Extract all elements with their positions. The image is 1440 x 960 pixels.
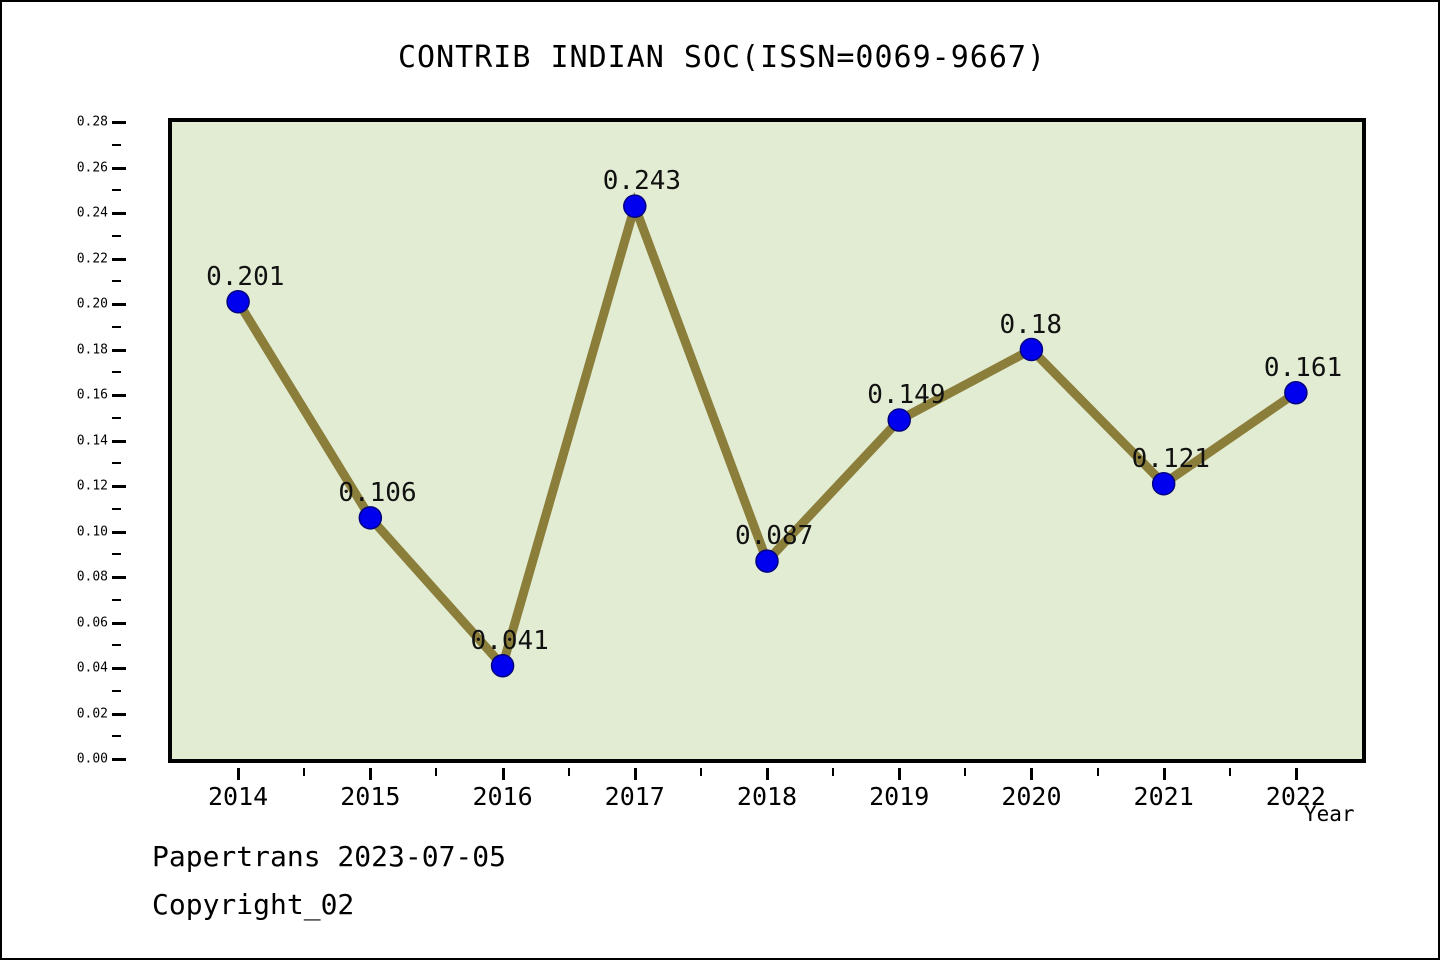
x-tick-major: [766, 768, 769, 780]
y-tick-major: [112, 712, 126, 716]
y-tick-minor: [112, 234, 121, 237]
y-tick-minor: [112, 371, 121, 374]
x-tick-minor: [1096, 768, 1099, 776]
y-tick-minor: [112, 280, 121, 283]
y-tick-minor: [112, 325, 121, 328]
data-point-label: 0.243: [602, 166, 682, 197]
x-tick-major: [369, 768, 373, 780]
x-tick-label: 2014: [208, 782, 269, 811]
y-tick-label: 0.00: [76, 751, 108, 767]
x-tick-minor: [832, 768, 835, 776]
footer-copyright: Copyright_02: [152, 888, 355, 921]
y-tick-label: 0.10: [76, 524, 108, 539]
x-tick-major: [237, 768, 241, 780]
y-tick-major: [112, 121, 126, 124]
x-axis-ticks: 2014 2015 2016 2017 2018 2019 2020 2021 2022: [168, 768, 1366, 811]
y-tick-label: 0.16: [76, 387, 108, 403]
y-tick-major: [112, 485, 126, 488]
x-tick-major: [1030, 768, 1034, 780]
y-tick-minor: [112, 644, 121, 647]
x-tick-major: [633, 768, 637, 780]
x-tick-minor: [303, 768, 306, 776]
data-point-marker[interactable]: [226, 289, 250, 314]
y-tick-major: [112, 257, 126, 261]
x-tick-label: 2021: [1133, 782, 1194, 811]
y-tick-minor: [112, 598, 121, 601]
series-line: [226, 191, 1308, 678]
data-point-label: 0.149: [867, 380, 946, 411]
y-tick-label: 0.02: [76, 706, 108, 721]
x-axis-title: Year: [1304, 802, 1355, 826]
y-tick-label: 0.22: [76, 251, 108, 266]
data-point-label: 0.18: [999, 309, 1063, 340]
y-tick-minor: [112, 189, 121, 192]
y-tick-minor: [112, 689, 121, 692]
y-tick-major: [112, 439, 126, 443]
y-tick-major: [112, 303, 126, 306]
data-point-marker[interactable]: [358, 506, 383, 530]
data-point-label: 0.121: [1131, 443, 1210, 474]
plot-area: 0.201 0.106 0.041 0.243 0.087 0.149 0.18 0.121 0…: [168, 118, 1366, 763]
x-tick-label: 2015: [340, 782, 401, 811]
y-tick-minor: [112, 553, 121, 556]
y-tick-label: 0.26: [76, 160, 108, 175]
y-tick-minor: [112, 735, 121, 738]
data-point-marker[interactable]: [755, 549, 779, 573]
y-tick-major: [112, 621, 126, 625]
y-tick-major: [112, 576, 126, 579]
data-point-label: 0.201: [206, 261, 285, 292]
x-tick-label: 2019: [869, 782, 930, 811]
y-tick-major: [112, 394, 126, 397]
y-tick-major: [112, 530, 126, 534]
plot-inner: 0.201 0.106 0.041 0.243 0.087 0.149 0.18 0.121 0…: [172, 122, 1362, 759]
x-tick-minor: [567, 768, 570, 776]
x-tick-label: 2020: [1001, 782, 1062, 811]
data-point-marker[interactable]: [1284, 380, 1308, 405]
data-point-label: 0.041: [470, 625, 549, 656]
data-point-marker[interactable]: [490, 653, 515, 678]
y-tick-major: [112, 212, 126, 215]
y-axis-ticks: 0.00 0.02 0.04 0.06 0.08 0.10 0.12 0.14 0.16 0.18…: [77, 115, 160, 767]
y-tick-label: 0.20: [76, 296, 108, 312]
data-point-marker[interactable]: [887, 408, 911, 432]
x-tick-label: 2016: [472, 782, 533, 811]
y-tick-major: [112, 166, 126, 170]
x-tick-minor: [699, 768, 702, 776]
y-tick-minor: [112, 143, 121, 146]
y-tick-label: 0.12: [76, 478, 108, 494]
series-polyline: [234, 191, 1299, 675]
y-tick-label: 0.08: [76, 569, 108, 585]
y-tick-minor: [112, 507, 121, 510]
y-tick-major: [112, 348, 126, 352]
page-title: CONTRIB INDIAN SOC(ISSN=0069-9667): [397, 40, 1047, 75]
x-tick-major: [1162, 768, 1166, 780]
data-point-label: 0.161: [1263, 352, 1343, 383]
y-tick-major: [112, 758, 126, 761]
y-tick-label: 0.28: [76, 114, 108, 130]
x-tick-minor: [1228, 768, 1231, 776]
y-tick-label: 0.18: [76, 342, 108, 357]
y-tick-label: 0.24: [76, 205, 108, 221]
x-tick-major: [898, 768, 902, 780]
x-tick-label: 2018: [736, 782, 798, 811]
x-tick-minor: [435, 768, 438, 776]
x-tick-minor: [964, 768, 967, 776]
y-tick-label: 0.04: [76, 660, 108, 676]
y-tick-label: 0.14: [76, 433, 108, 448]
data-point-label: 0.087: [735, 521, 814, 552]
data-point-marker[interactable]: [623, 194, 647, 218]
data-point-label: 0.106: [338, 477, 417, 508]
x-tick-label: 2017: [604, 782, 665, 811]
y-tick-label: 0.06: [76, 615, 108, 630]
y-tick-minor: [112, 462, 121, 465]
x-tick-label: 2022: [1265, 782, 1326, 811]
data-point-marker[interactable]: [1019, 337, 1044, 362]
y-tick-minor: [112, 416, 121, 419]
footer-date: Papertrans 2023-07-05: [152, 840, 507, 873]
y-tick-major: [112, 667, 126, 670]
data-point-marker[interactable]: [1151, 471, 1176, 496]
x-tick-major: [501, 768, 505, 780]
x-tick-major: [1294, 768, 1298, 780]
